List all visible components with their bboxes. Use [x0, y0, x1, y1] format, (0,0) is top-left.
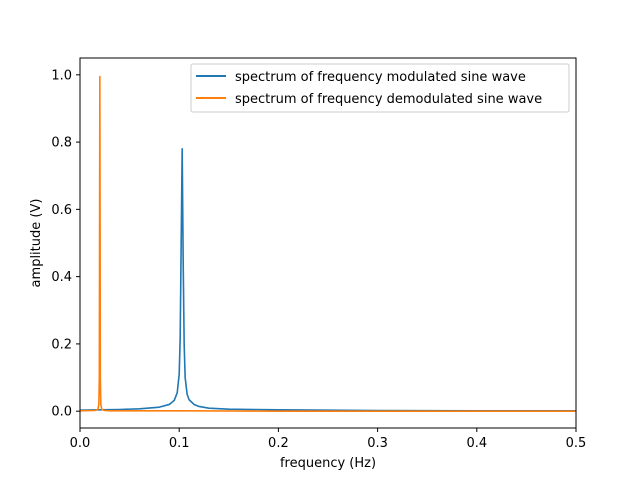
y-tick-label: 0.8 [51, 136, 72, 151]
y-tick-label: 0.6 [51, 203, 72, 218]
legend-box [190, 63, 570, 113]
x-axis-label: frequency (Hz) [280, 456, 376, 471]
series-layer [80, 75, 576, 412]
x-tick-label: 0.2 [268, 436, 289, 451]
y-tick-label: 0.4 [51, 270, 72, 285]
series-line-demodulated [80, 75, 576, 412]
x-tick-label: 0.1 [169, 436, 190, 451]
x-tick-label: 0.5 [566, 436, 587, 451]
ticks-layer: 0.0 0.1 0.2 0.3 0.4 0.5 0.0 0.2 0.4 0.6 0.8 1.0 [51, 68, 586, 451]
x-tick-label: 0.4 [466, 436, 487, 451]
x-tick-label: 0.3 [367, 436, 388, 451]
y-tick-label: 0.0 [51, 405, 72, 420]
series-line-modulated [80, 148, 576, 412]
legend-label-modulated: spectrum of frequency modulated sine wav… [235, 70, 526, 85]
y-axis-label: amplitude (V) [29, 199, 44, 288]
legend: spectrum of frequency modulated sine wav… [190, 63, 570, 113]
y-tick-label: 1.0 [51, 68, 72, 83]
x-tick-label: 0.0 [70, 436, 91, 451]
legend-label-demodulated: spectrum of frequency demodulated sine w… [235, 92, 542, 107]
y-tick-label: 0.2 [51, 337, 72, 352]
plot-frame [79, 57, 577, 429]
